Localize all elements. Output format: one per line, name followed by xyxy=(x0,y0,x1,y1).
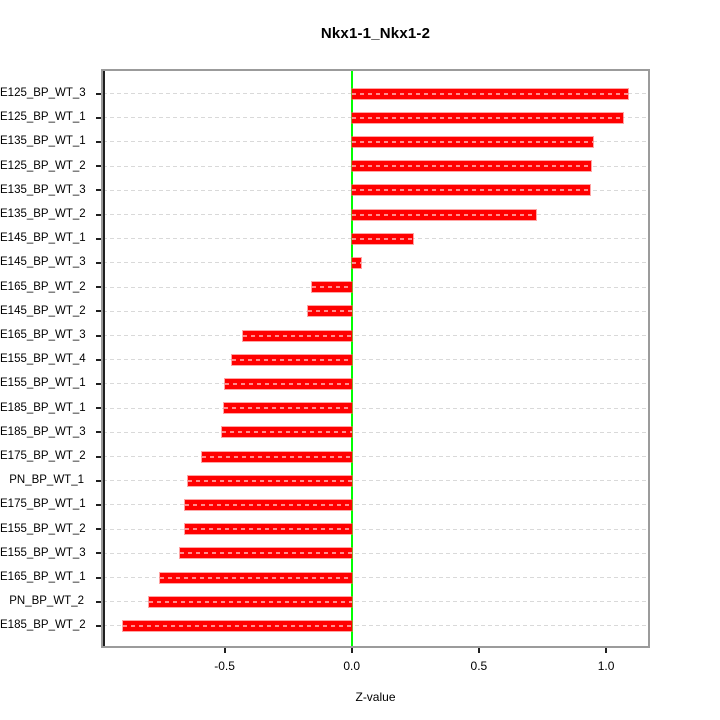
y-tick xyxy=(96,334,103,337)
y-tick-label: E155_BP_WT_2 xyxy=(0,522,86,535)
y-tick xyxy=(96,261,103,264)
gridline xyxy=(103,601,648,603)
y-tick xyxy=(96,382,103,385)
bar xyxy=(184,524,352,535)
y-tick-label: E155_BP_WT_4 xyxy=(0,353,86,366)
bar xyxy=(201,451,352,462)
bar xyxy=(188,475,352,486)
y-tick-label: E145_BP_WT_3 xyxy=(0,256,86,269)
y-tick xyxy=(96,140,103,143)
y-tick-label: E185_BP_WT_2 xyxy=(0,619,86,632)
y-tick xyxy=(96,407,103,410)
bar xyxy=(351,112,624,123)
y-tick-label: E175_BP_WT_1 xyxy=(0,498,86,511)
gridline xyxy=(103,310,648,312)
y-tick-label: E135_BP_WT_3 xyxy=(0,183,86,196)
y-tick xyxy=(96,189,103,192)
bar xyxy=(224,378,352,389)
bar xyxy=(231,354,352,365)
bar xyxy=(351,233,413,244)
y-tick xyxy=(96,552,103,555)
y-tick-label: E185_BP_WT_3 xyxy=(0,425,86,438)
y-tick-label: E125_BP_WT_2 xyxy=(0,159,86,172)
x-tick xyxy=(350,646,353,653)
y-tick xyxy=(96,165,103,168)
y-tick-label: E165_BP_WT_3 xyxy=(0,329,86,341)
y-tick-label: E135_BP_WT_2 xyxy=(0,208,86,220)
bar xyxy=(351,257,361,268)
x-tick xyxy=(605,646,608,653)
gridline xyxy=(103,577,648,578)
y-tick-label: E135_BP_WT_1 xyxy=(0,135,86,148)
y-tick xyxy=(96,310,103,313)
y-tick-label: E165_BP_WT_2 xyxy=(0,280,86,293)
y-tick-label: E165_BP_WT_1 xyxy=(0,571,86,583)
x-tick-label: 0.5 xyxy=(470,659,488,673)
y-tick xyxy=(96,213,103,216)
gridline xyxy=(103,262,648,264)
bar xyxy=(221,427,352,438)
bar xyxy=(148,596,352,607)
gridline xyxy=(103,504,648,506)
gridline xyxy=(103,552,648,554)
gridline xyxy=(103,383,648,385)
gridline xyxy=(103,407,648,409)
bar xyxy=(179,548,352,559)
y-tick-label: E125_BP_WT_1 xyxy=(0,111,86,124)
gridline xyxy=(103,286,648,288)
bar xyxy=(242,330,352,341)
y-tick-label: PN_BP_WT_1 xyxy=(9,474,84,487)
y-tick xyxy=(96,237,103,240)
bar xyxy=(311,282,352,293)
gridline xyxy=(103,528,648,530)
y-tick-label: E145_BP_WT_2 xyxy=(0,304,86,317)
y-tick xyxy=(96,358,103,361)
x-tick-label: 0.0 xyxy=(343,659,361,673)
y-tick xyxy=(96,116,103,119)
x-tick xyxy=(477,646,480,653)
gridline xyxy=(103,625,648,627)
y-tick xyxy=(96,600,103,603)
y-axis-line xyxy=(103,71,105,646)
bar xyxy=(351,209,536,220)
x-axis-title: Z-value xyxy=(355,690,396,704)
y-tick-label: E155_BP_WT_3 xyxy=(0,546,86,559)
plot-area xyxy=(101,69,650,648)
bar xyxy=(160,572,352,583)
zero-line xyxy=(350,71,353,646)
y-tick-label: E145_BP_WT_1 xyxy=(0,232,86,245)
bar xyxy=(307,306,352,317)
y-tick xyxy=(96,286,103,289)
gridline xyxy=(103,456,648,457)
y-tick-label: E185_BP_WT_1 xyxy=(0,401,86,414)
y-tick-label: E125_BP_WT_3 xyxy=(0,87,86,99)
y-tick xyxy=(96,479,103,482)
y-tick-label: PN_BP_WT_2 xyxy=(9,595,84,608)
bar xyxy=(351,88,629,99)
y-tick xyxy=(96,624,103,627)
y-tick xyxy=(96,503,103,506)
y-tick-label: E155_BP_WT_1 xyxy=(0,377,86,390)
x-tick-label: 1.0 xyxy=(597,659,615,673)
chart-title: Nkx1-1_Nkx1-2 xyxy=(320,25,431,42)
bar xyxy=(351,161,592,172)
y-tick xyxy=(96,455,103,458)
bar xyxy=(351,185,590,196)
gridline xyxy=(103,480,648,482)
bar xyxy=(185,499,352,510)
gridline xyxy=(103,335,648,336)
y-tick xyxy=(96,431,103,434)
gridline xyxy=(103,359,648,361)
bar xyxy=(223,403,352,414)
gridline xyxy=(103,431,648,433)
x-tick-label: -0.5 xyxy=(214,659,235,673)
y-tick xyxy=(96,528,103,531)
y-tick xyxy=(96,576,103,579)
bar xyxy=(123,620,352,631)
bar xyxy=(351,136,594,147)
y-tick xyxy=(96,92,103,95)
y-tick-label: E175_BP_WT_2 xyxy=(0,450,86,462)
x-tick xyxy=(223,646,226,653)
